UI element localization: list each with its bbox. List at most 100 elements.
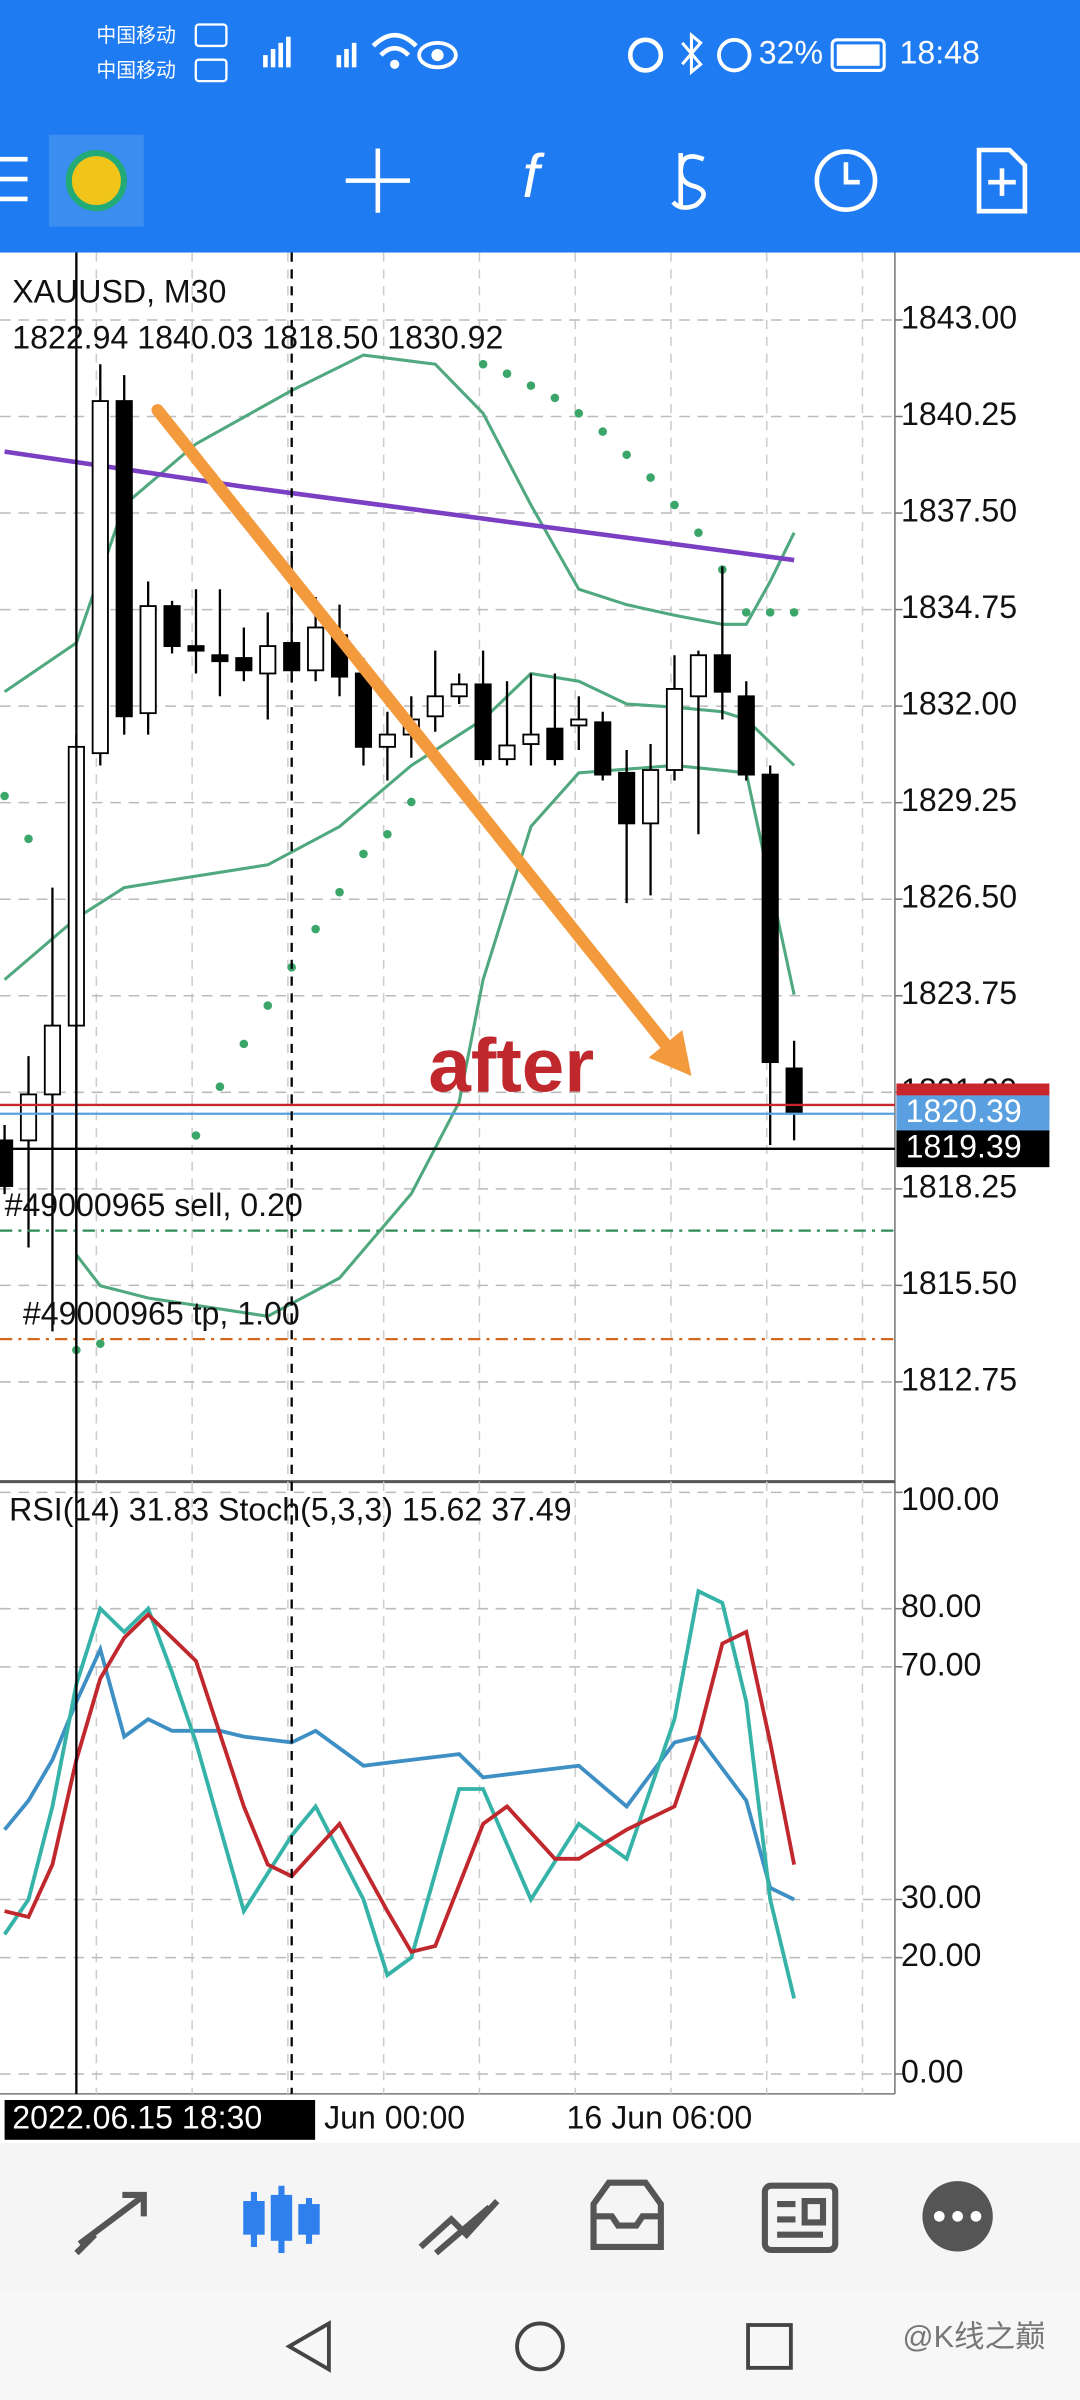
- template-button[interactable]: [976, 147, 1028, 214]
- candle-body: [115, 400, 133, 718]
- candle-body: [474, 683, 492, 761]
- candle-body: [43, 1024, 62, 1096]
- candle-body: [594, 721, 612, 776]
- clock: 18:48: [899, 35, 979, 71]
- sar-dot: [789, 608, 799, 617]
- sar-dot: [550, 393, 560, 403]
- candle-body: [689, 654, 707, 698]
- candle-body: [139, 605, 157, 715]
- candle-body: [546, 727, 564, 761]
- chart-tab[interactable]: [243, 2185, 320, 2254]
- back-button[interactable]: [285, 2320, 331, 2373]
- sar-dot: [574, 409, 584, 418]
- candle-body: [498, 744, 516, 761]
- y-tick-label: 1837.50: [901, 493, 1017, 529]
- sar-dot: [24, 834, 33, 844]
- candle-body: [91, 400, 109, 755]
- sar-dot: [598, 427, 608, 436]
- trade-button[interactable]: [671, 153, 706, 210]
- header-bg: [0, 0, 1080, 253]
- period-button[interactable]: [814, 149, 878, 212]
- trade-tab[interactable]: [418, 2198, 500, 2256]
- y-tick-label: 1826.50: [901, 879, 1017, 915]
- price-tag-label: 1819.39: [906, 1128, 1022, 1164]
- home-button[interactable]: [515, 2321, 565, 2372]
- y-tick-label: 1818.25: [901, 1168, 1017, 1204]
- nav-icons: [74, 2179, 993, 2256]
- annotation: after: [428, 1024, 594, 1109]
- candle-body: [570, 718, 588, 727]
- candle-body: [426, 695, 444, 718]
- y-tick-label: 1834.75: [901, 589, 1017, 625]
- sar-dot: [311, 924, 320, 934]
- watermark: @K线之巅: [903, 2320, 1046, 2354]
- sar-dot: [96, 1339, 105, 1348]
- candle-body: [163, 605, 181, 648]
- candle-body: [761, 773, 779, 1064]
- y-tick-label: 1829.25: [901, 782, 1017, 818]
- system-buttons: [285, 2320, 793, 2373]
- trend-arrow: [151, 404, 692, 1077]
- candle-body: [235, 657, 253, 672]
- y-tick-label: 70.00: [901, 1646, 981, 1682]
- candle-body: [378, 733, 396, 748]
- chart-title: XAUUSD, M30: [12, 273, 226, 309]
- order-label: #49000965 sell, 0.20: [5, 1187, 303, 1223]
- price-tag: [896, 1130, 1050, 1168]
- crosshair-time: 2022.06.15 18:30: [12, 2099, 262, 2135]
- y-tick-label: 20.00: [901, 1937, 981, 1973]
- sar-dot: [741, 608, 751, 617]
- sar-dot: [622, 450, 631, 460]
- news-tab[interactable]: [761, 2182, 839, 2254]
- toolbar: f: [0, 134, 1028, 227]
- price-tag: [896, 1095, 1050, 1133]
- sar-dot: [478, 359, 488, 369]
- sar-dot: [383, 829, 392, 839]
- y-tick-label: 100.00: [901, 1481, 999, 1517]
- ohlc-readout: 1822.94 1840.03 1818.50 1830.92: [12, 319, 503, 355]
- sar-dot: [765, 608, 775, 617]
- sar-dot: [0, 791, 9, 801]
- y-tick-label: 80.00: [901, 1588, 981, 1624]
- candle-body: [187, 645, 205, 652]
- candle-body: [450, 683, 468, 698]
- system-nav: [0, 2292, 1080, 2400]
- price-panel: #49000965 sell, 0.20 #49000965 tp, 1.00: [0, 319, 895, 1383]
- candle-body: [211, 654, 229, 663]
- candle-body: [522, 733, 540, 745]
- quotes-tab[interactable]: [74, 2191, 147, 2256]
- crosshair-time-box: [4, 2100, 316, 2140]
- oscillator-panel: [0, 1491, 895, 2075]
- y-tick-label: 1832.00: [901, 686, 1017, 722]
- signal-icons: [194, 23, 886, 83]
- sar-dot: [359, 849, 368, 859]
- candle-body: [785, 1067, 803, 1115]
- candle-body: [642, 769, 660, 825]
- bottom-nav: [0, 2142, 1080, 2293]
- y-tick-label: 1840.25: [901, 396, 1017, 432]
- candle-body: [665, 688, 684, 771]
- recents-button[interactable]: [746, 2323, 793, 2370]
- sar-dot: [670, 500, 679, 510]
- sar-dot: [502, 369, 512, 378]
- vertical-grid: [95, 252, 864, 2094]
- candle-body: [0, 1139, 14, 1187]
- x-tick-label: 16 Jun 06:00: [567, 2099, 753, 2135]
- sar-dot: [215, 1082, 225, 1091]
- menu-button[interactable]: [0, 156, 28, 202]
- history-tab[interactable]: [590, 2179, 664, 2250]
- candle-body: [259, 645, 277, 675]
- crosshair-button[interactable]: [345, 148, 410, 213]
- price-tag-label: 1820.39: [906, 1093, 1022, 1129]
- sar-dot: [407, 797, 416, 807]
- candle-body: [307, 626, 325, 672]
- oscillator-line: [3, 1643, 795, 1902]
- order-label: #49000965 tp, 1.00: [23, 1296, 300, 1332]
- axes: 100.00 80.00 70.00 30.00 20.00 0.00 1843.00 184…: [4, 252, 1050, 2140]
- y-tick-label: 1815.50: [901, 1265, 1017, 1301]
- candle-body: [737, 695, 755, 776]
- oscillator-title: RSI(14) 31.83 Stoch(5,3,3) 15.62 37.49: [9, 1492, 571, 1528]
- sar-dot: [646, 473, 655, 482]
